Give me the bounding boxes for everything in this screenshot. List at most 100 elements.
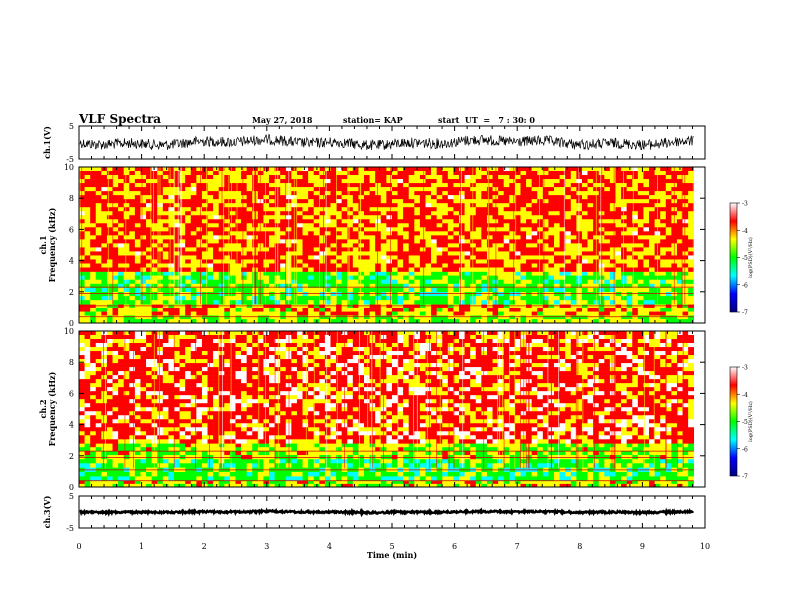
- spectrogram-cell: [347, 231, 354, 236]
- spectrogram-cell: [665, 319, 672, 324]
- spectrogram-cell: [436, 227, 443, 232]
- spectrogram-cell: [391, 311, 398, 316]
- spectrogram-cell: [621, 215, 627, 220]
- spectrogram-cell: [509, 315, 516, 320]
- spectrogram-cell: [213, 223, 220, 228]
- spectrogram-cell: [660, 235, 667, 240]
- spectrogram-cell: [459, 296, 465, 301]
- spectrogram-cell: [621, 211, 627, 216]
- spectrogram-cell: [201, 476, 208, 482]
- spectrogram-cell: [526, 259, 532, 264]
- spectrogram-cell: [246, 239, 253, 244]
- spectrogram-cell: [235, 458, 242, 464]
- spectrogram-cell: [676, 480, 683, 485]
- spectrogram-cell: [101, 292, 108, 297]
- spectrogram-cell: [526, 247, 532, 252]
- spectrogram-cell: [509, 215, 516, 220]
- spectrogram-cell: [570, 183, 577, 188]
- spectrogram-cell: [246, 235, 253, 240]
- spectrogram-cell: [425, 175, 432, 180]
- spectrogram-cell: [593, 307, 600, 312]
- spectrogram-cell: [352, 215, 359, 220]
- spectrogram-cell: [336, 251, 342, 256]
- spectrogram-cell: [151, 235, 158, 240]
- spectrogram-cell: [649, 167, 655, 172]
- spectrogram-cell: [336, 315, 342, 320]
- spectrogram-cell: [324, 203, 331, 208]
- spectrogram-cell: [280, 287, 287, 293]
- spectrogram-cell: [364, 287, 370, 293]
- spectrogram-cell: [431, 171, 437, 176]
- spectrogram-cell: [459, 319, 465, 324]
- spectrogram-cell: [665, 483, 672, 488]
- spectrogram-cell: [308, 183, 315, 188]
- spectrogram-cell: [146, 304, 152, 309]
- spectrogram-cell: [492, 263, 499, 268]
- spectrogram-cell: [514, 171, 521, 176]
- spectrogram-cell: [134, 199, 141, 204]
- spectrogram-cell: [554, 267, 560, 272]
- spectrogram-cell: [431, 183, 437, 188]
- spectrogram-cell: [224, 315, 231, 320]
- spectrogram-cell: [425, 307, 432, 312]
- spectrogram-cell: [235, 223, 242, 228]
- spectrogram-cell: [559, 167, 566, 172]
- spectrogram-cell: [347, 259, 354, 264]
- spectrogram-cell: [470, 480, 477, 485]
- spectrogram-cell: [324, 171, 331, 176]
- spectrogram-cell: [330, 191, 337, 196]
- spectrogram-cell: [425, 279, 432, 285]
- spectrogram-cell: [548, 287, 555, 293]
- spectrogram-cell: [179, 307, 186, 312]
- spectrogram-cell: [526, 191, 532, 196]
- spectrogram-cell: [246, 319, 253, 324]
- spectrogram-cell: [257, 239, 264, 244]
- spectrogram-cell: [358, 231, 365, 236]
- spectrogram-cell: [509, 287, 516, 293]
- spectrogram-cell: [352, 243, 359, 248]
- spectrogram-cell: [302, 179, 309, 184]
- spectrogram-cell: [296, 247, 303, 252]
- spectrogram-cell: [615, 199, 622, 204]
- spectrogram-cell: [565, 287, 572, 293]
- spectrogram-cell: [123, 187, 130, 192]
- spectrogram-cell: [375, 287, 382, 293]
- spectrogram-cell: [129, 255, 136, 260]
- spectrogram-cell: [179, 179, 186, 184]
- spectrogram-cell: [531, 315, 538, 320]
- spectrogram-cell: [90, 227, 97, 232]
- spectrogram-cell: [447, 171, 454, 176]
- spectrogram-cell: [643, 255, 650, 260]
- spectrogram-cell: [537, 259, 544, 264]
- spectrogram-cell: [347, 191, 354, 196]
- spectrogram-cell: [682, 319, 689, 324]
- spectrogram-cell: [229, 187, 236, 192]
- spectrogram-cell: [213, 279, 220, 285]
- spectrogram-cell: [565, 191, 572, 196]
- spectrogram-cell: [632, 219, 639, 224]
- spectrogram-cell: [431, 307, 437, 312]
- spectrogram-cell: [581, 227, 588, 232]
- spectrogram-cell: [688, 319, 695, 324]
- spectrogram-cell: [101, 259, 108, 264]
- spectrogram-cell: [157, 476, 164, 482]
- spectrogram-cell: [531, 480, 538, 485]
- spectrogram-cell: [280, 267, 287, 272]
- spectrogram-cell: [492, 307, 499, 312]
- spectrogram-cell: [486, 271, 493, 276]
- spectrogram-cell: [246, 271, 253, 276]
- spectrogram-cell: [319, 183, 326, 188]
- spectrogram-cell: [358, 243, 365, 248]
- spectrogram-cell: [621, 307, 627, 312]
- spectrogram-cell: [425, 223, 432, 228]
- spectrogram-cell: [531, 271, 538, 276]
- spectrogram-cell: [514, 279, 521, 285]
- spectrogram-cell: [503, 315, 510, 320]
- spectrogram-cell: [419, 175, 426, 180]
- spectrogram-cell: [179, 458, 186, 464]
- spectrogram-cell: [235, 203, 242, 208]
- spectrogram-cell: [565, 207, 572, 212]
- spectrogram-cell: [375, 235, 382, 240]
- spectrogram-cell: [649, 279, 655, 285]
- spectrogram-cell: [509, 171, 516, 176]
